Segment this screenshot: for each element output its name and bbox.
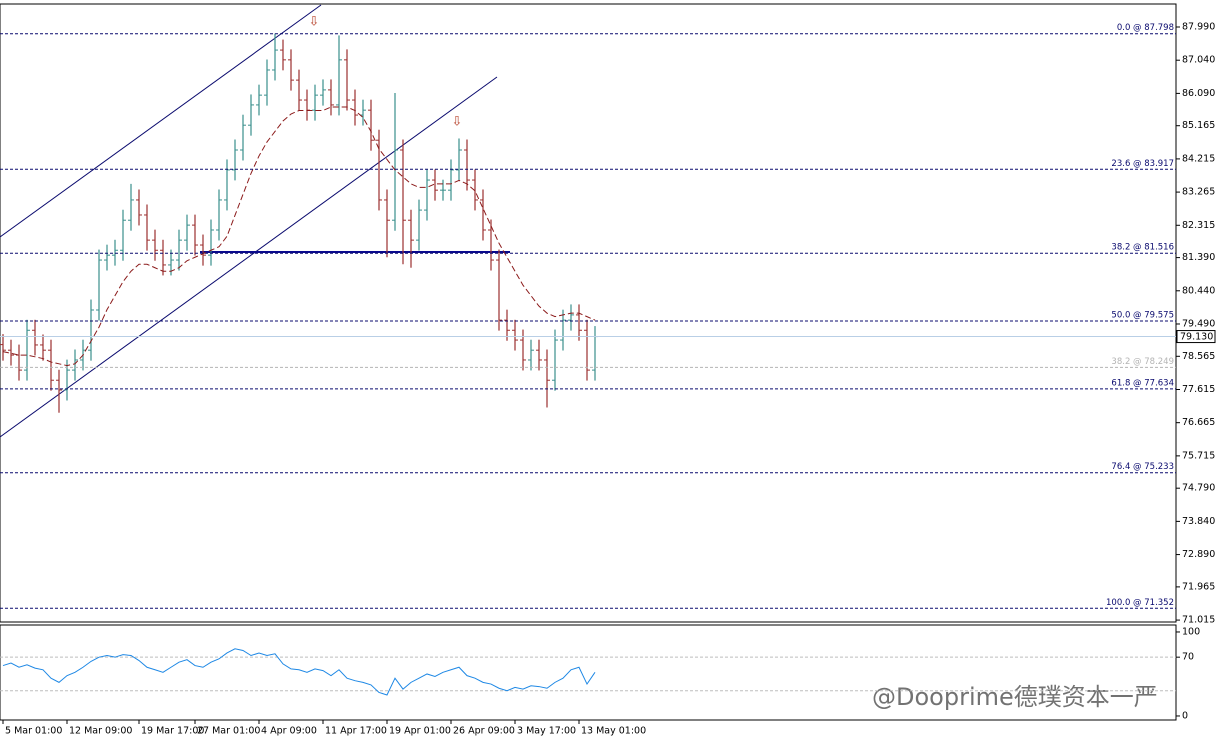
y-tick-label: 75.715 xyxy=(1182,450,1215,461)
y-tick-label: 82.315 xyxy=(1182,220,1215,231)
x-tick-label: 4 Apr 09:00 xyxy=(261,726,317,737)
watermark: @Dooprime德璞资本一严 xyxy=(872,683,1158,711)
y-tick-label: 87.040 xyxy=(1182,55,1215,66)
fib-label: 76.4 @ 75.233 xyxy=(1111,462,1174,472)
channel-line xyxy=(0,4,322,238)
y-tick-label: 87.990 xyxy=(1182,22,1215,33)
y-tick-label: 81.390 xyxy=(1182,252,1215,263)
arrow-marker: ⇩ xyxy=(452,115,463,130)
y-tick-label: 70 xyxy=(1182,652,1194,663)
channel-line xyxy=(0,76,498,438)
y-tick-label: 100 xyxy=(1182,626,1200,637)
arrow-marker: ⇩ xyxy=(309,15,320,30)
last-price-box xyxy=(1176,330,1216,344)
y-tick-label: 78.565 xyxy=(1182,351,1215,362)
x-tick-label: 13 May 01:00 xyxy=(581,726,646,737)
y-tick-label: 85.165 xyxy=(1182,120,1215,131)
y-tick-label: 84.215 xyxy=(1182,153,1215,164)
fib-label: 23.6 @ 83.917 xyxy=(1111,159,1174,169)
x-tick-label: 11 Apr 17:00 xyxy=(325,726,387,737)
y-tick-label: 86.090 xyxy=(1182,88,1215,99)
fib-label: 38.2 @ 81.516 xyxy=(1111,243,1174,253)
main-panel xyxy=(0,3,1177,623)
y-tick-label: 71.965 xyxy=(1182,581,1215,592)
y-tick-label: 76.665 xyxy=(1182,417,1215,428)
fib-label: 100.0 @ 71.352 xyxy=(1106,598,1174,608)
fib-label: 0.0 @ 87.798 xyxy=(1117,23,1174,33)
fib-label: 61.8 @ 77.634 xyxy=(1111,378,1174,388)
x-tick-label: 12 Mar 09:00 xyxy=(69,726,132,737)
y-tick-label: 72.890 xyxy=(1182,549,1215,560)
rsi-panel xyxy=(0,624,1177,721)
last-price-label: 79.130 xyxy=(1180,332,1213,343)
y-tick-label: 79.490 xyxy=(1182,318,1215,329)
level-label: 38.2 @ 78.249 xyxy=(1111,357,1174,367)
y-tick-label: 0 xyxy=(1182,710,1188,721)
y-tick-label: 77.615 xyxy=(1182,384,1215,395)
rsi-line xyxy=(2,648,596,696)
x-tick-label: 19 Mar 17:00 xyxy=(141,726,204,737)
moving-average xyxy=(2,106,596,367)
x-tick-label: 5 Mar 01:00 xyxy=(5,726,62,737)
y-tick-label: 71.015 xyxy=(1182,615,1215,626)
x-tick-label: 26 Apr 09:00 xyxy=(453,726,515,737)
x-tick-label: 19 Apr 01:00 xyxy=(389,726,451,737)
y-tick-label: 73.840 xyxy=(1182,516,1215,527)
x-tick-label: 3 May 17:00 xyxy=(517,726,576,737)
y-tick-label: 80.440 xyxy=(1182,285,1215,296)
x-tick-label: 27 Mar 01:00 xyxy=(197,726,260,737)
y-tick-label: 83.265 xyxy=(1182,187,1215,198)
fib-label: 50.0 @ 79.575 xyxy=(1111,311,1174,321)
y-tick-label: 74.790 xyxy=(1182,483,1215,494)
